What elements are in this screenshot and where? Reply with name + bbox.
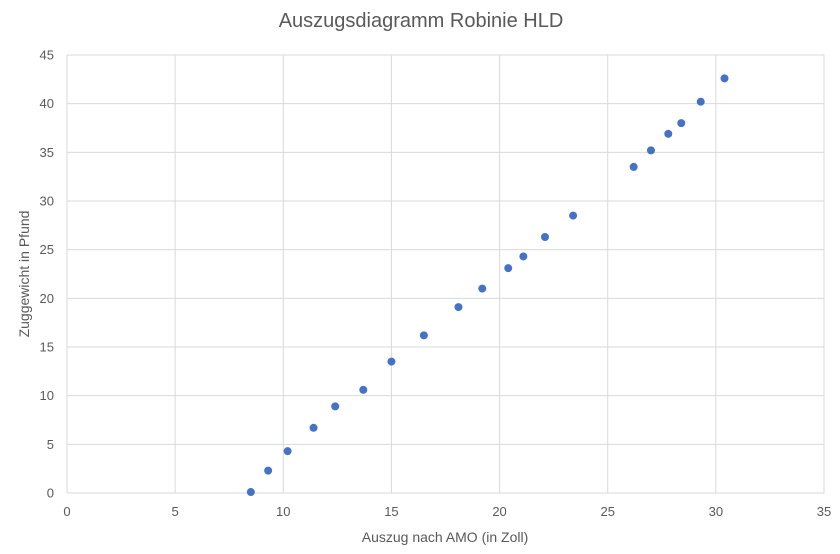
- chart-title: Auszugsdiagramm Robinie HLD: [279, 10, 564, 32]
- data-point: [569, 211, 578, 220]
- data-point: [246, 488, 255, 497]
- data-point: [283, 447, 292, 456]
- y-tick-label: 30: [40, 194, 54, 209]
- y-tick-label: 35: [40, 145, 54, 160]
- data-point: [720, 74, 729, 83]
- y-tick-label: 40: [40, 96, 54, 111]
- x-tick-label: 30: [709, 504, 723, 519]
- y-axis-label: Zuggewicht in Pfund: [16, 211, 32, 338]
- data-point: [264, 466, 273, 475]
- data-point: [331, 402, 340, 411]
- y-tick-label: 45: [40, 48, 54, 63]
- x-tick-label: 15: [384, 504, 398, 519]
- data-point: [519, 252, 528, 261]
- x-tick-label: 20: [492, 504, 506, 519]
- data-point: [677, 119, 686, 128]
- x-axis-label: Auszug nach AMO (in Zoll): [362, 529, 529, 545]
- x-tick-label: 25: [600, 504, 614, 519]
- x-tick-label: 10: [276, 504, 290, 519]
- y-tick-label: 15: [40, 340, 54, 355]
- y-tick-label: 10: [40, 388, 54, 403]
- x-tick-label: 35: [817, 504, 831, 519]
- y-tick-label: 5: [47, 437, 54, 452]
- data-point: [387, 357, 396, 366]
- data-point: [478, 284, 487, 293]
- data-point: [696, 97, 705, 106]
- x-tick-label: 5: [172, 504, 179, 519]
- data-point: [646, 146, 655, 155]
- x-tick-label: 0: [63, 504, 70, 519]
- x-tick-labels: 0 5 10 15 20 25 30 35: [63, 504, 831, 519]
- data-point: [359, 385, 368, 394]
- data-point: [454, 303, 463, 312]
- y-tick-labels: 0 5 10 15 20 25 30 35 40 45: [40, 48, 54, 501]
- y-tick-label: 20: [40, 291, 54, 306]
- gridlines: [66, 54, 825, 494]
- data-point: [629, 162, 638, 171]
- data-point: [664, 129, 673, 138]
- data-point: [540, 233, 549, 242]
- data-points: [246, 74, 729, 497]
- data-point: [504, 264, 513, 273]
- y-tick-label: 25: [40, 242, 54, 257]
- data-point: [419, 331, 428, 340]
- data-point: [309, 423, 318, 432]
- y-tick-label: 0: [47, 486, 54, 501]
